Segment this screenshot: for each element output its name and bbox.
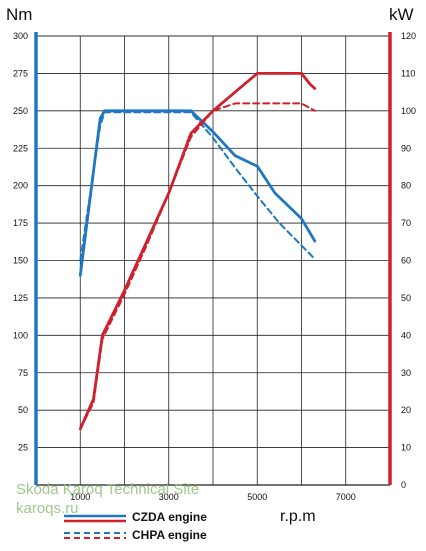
right-tick-label: 40 (401, 330, 411, 340)
left-tick-label: 50 (18, 405, 28, 415)
right-tick-label: 20 (401, 405, 411, 415)
left-tick-label: 75 (18, 368, 28, 378)
right-tick-label: 120 (401, 31, 416, 41)
right-tick-label: 0 (401, 480, 406, 490)
right-tick-label: 80 (401, 181, 411, 191)
left-tick-label: 250 (13, 106, 28, 116)
series-czda-engine-power (78, 72, 317, 431)
right-tick-label: 50 (401, 293, 411, 303)
left-tick-label: 125 (13, 293, 28, 303)
right-tick-label: 100 (401, 106, 416, 116)
axes (34, 32, 392, 486)
right-axis-title: kW (389, 5, 414, 24)
series-chpa-engine-torque (79, 111, 316, 262)
watermark-line2: karoqs.ru (16, 500, 79, 517)
watermark: Skoda Karoq Technical Site karoqs.ru (16, 481, 199, 517)
legend: CZDA engine CHPA engine (64, 510, 207, 542)
watermark-line1: Skoda Karoq Technical Site (16, 481, 199, 498)
series-chpa-engine-power (79, 102, 316, 430)
left-tick-label: 150 (13, 256, 28, 266)
series (78, 72, 317, 431)
x-tick-label: 3000 (159, 492, 179, 502)
series-czda-engine-torque (78, 109, 317, 277)
left-tick-label: 25 (18, 443, 28, 453)
right-tick-label: 110 (401, 68, 415, 78)
x-axis-title: r.p.m (280, 508, 316, 525)
left-tick-label: 275 (13, 68, 28, 78)
legend-label-czda: CZDA engine (132, 510, 207, 524)
right-tick-label: 90 (401, 143, 411, 153)
right-tick-label: 10 (401, 443, 411, 453)
x-tick-label: 7000 (336, 492, 356, 502)
x-tick-label: 1000 (70, 492, 90, 502)
left-tick-label: 175 (13, 218, 28, 228)
left-tick-label: 200 (13, 181, 28, 191)
left-tick-label: 100 (13, 330, 28, 340)
right-tick-label: 60 (401, 256, 411, 266)
left-axis-title: Nm (6, 5, 32, 24)
right-tick-label: 70 (401, 218, 411, 228)
grid (36, 35, 390, 485)
legend-label-chpa: CHPA engine (132, 528, 207, 542)
right-tick-label: 30 (401, 368, 411, 378)
tick-labels: 2550751001251501752002252502753000102030… (13, 31, 416, 502)
left-tick-label: 225 (13, 143, 28, 153)
left-tick-label: 300 (13, 31, 28, 41)
x-tick-label: 5000 (247, 492, 267, 502)
